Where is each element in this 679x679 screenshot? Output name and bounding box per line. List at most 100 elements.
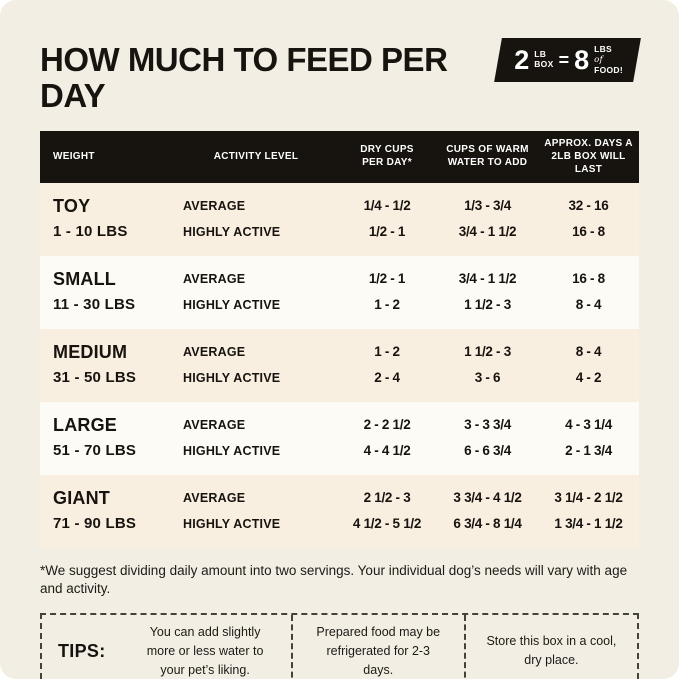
water-value: 3/4 - 1 1/2 bbox=[458, 223, 517, 239]
dry-cups-value: 1/4 - 1/2 bbox=[363, 197, 411, 213]
days-value: 8 - 4 bbox=[575, 343, 602, 359]
days-value: 4 - 3 1/4 bbox=[565, 416, 612, 432]
dry-cups-cell: 1 - 2 2 - 4 bbox=[337, 339, 437, 391]
weight-cell: MEDIUM 31 - 50 LBS bbox=[40, 339, 175, 391]
badge-box-unit-bottom: BOX bbox=[534, 59, 554, 70]
water-value: 6 3/4 - 8 1/4 bbox=[453, 515, 522, 531]
activity-cell: AVERAGE HIGHLY ACTIVE bbox=[175, 266, 337, 318]
water-value: 3 - 6 bbox=[474, 369, 501, 385]
feeding-table: WEIGHT ACTIVITY LEVEL DRY CUPS PER DAY* … bbox=[40, 130, 639, 548]
activity-level: HIGHLY ACTIVE bbox=[183, 516, 281, 531]
days-value: 32 - 16 bbox=[568, 197, 609, 213]
dry-cups-value: 1 - 2 bbox=[374, 343, 400, 359]
dry-cups-value: 1 - 2 bbox=[374, 296, 400, 312]
badge-box-qty: 2 bbox=[514, 44, 530, 75]
activity-cell: AVERAGE HIGHLY ACTIVE bbox=[175, 412, 337, 464]
activity-level: HIGHLY ACTIVE bbox=[183, 370, 281, 385]
dry-cups-value: 2 - 2 1/2 bbox=[363, 416, 411, 432]
water-cell: 3 - 3 3/4 6 - 6 3/4 bbox=[437, 412, 538, 464]
dry-cups-value: 2 - 4 bbox=[374, 369, 400, 385]
weight-name: LARGE bbox=[53, 414, 117, 435]
badge-lbs-text: LBS bbox=[594, 44, 613, 54]
dry-cups-cell: 1/2 - 1 1 - 2 bbox=[337, 266, 437, 318]
days-value: 1 3/4 - 1 1/2 bbox=[554, 515, 623, 531]
header-cell-weight: WEIGHT bbox=[53, 150, 95, 162]
weight-cell: SMALL 11 - 30 LBS bbox=[40, 266, 175, 318]
weight-range: 31 - 50 LBS bbox=[53, 368, 137, 386]
days-value: 2 - 1 3/4 bbox=[565, 442, 612, 458]
dry-cups-value: 4 - 4 1/2 bbox=[363, 442, 411, 458]
badge-food-unit: LBS of FOOD! bbox=[594, 44, 623, 75]
badge-food-unit-bottom: FOOD! bbox=[594, 64, 623, 75]
activity-level: AVERAGE bbox=[183, 417, 246, 432]
water-value: 3/4 - 1 1/2 bbox=[458, 270, 517, 286]
table-row: LARGE 51 - 70 LBS AVERAGE HIGHLY ACTIVE … bbox=[40, 401, 639, 475]
weight-name: MEDIUM bbox=[53, 341, 128, 362]
badge-box-unit-top: LB bbox=[534, 49, 547, 60]
water-value: 6 - 6 3/4 bbox=[464, 442, 511, 458]
activity-level: AVERAGE bbox=[183, 344, 246, 359]
weight-name: SMALL bbox=[53, 268, 116, 289]
days-cell: 16 - 8 8 - 4 bbox=[538, 266, 639, 318]
days-value: 3 1/4 - 2 1/2 bbox=[554, 489, 623, 505]
activity-level: AVERAGE bbox=[183, 490, 246, 505]
water-value: 1 1/2 - 3 bbox=[464, 296, 511, 312]
box-equivalence-badge: 2 LB BOX = 8 LBS of FOOD! bbox=[498, 38, 637, 82]
weight-range: 11 - 30 LBS bbox=[53, 295, 136, 313]
activity-level: AVERAGE bbox=[183, 198, 246, 213]
activity-level: HIGHLY ACTIVE bbox=[183, 224, 281, 239]
weight-range: 71 - 90 LBS bbox=[53, 514, 137, 532]
water-value: 3 - 3 3/4 bbox=[464, 416, 511, 432]
tip-item: Prepared food may be refrigerated for 2-… bbox=[290, 615, 464, 679]
table-row: TOY 1 - 10 LBS AVERAGE HIGHLY ACTIVE 1/4… bbox=[40, 182, 639, 256]
page-title: HOW MUCH TO FEED PER DAY bbox=[40, 41, 448, 115]
activity-cell: AVERAGE HIGHLY ACTIVE bbox=[175, 339, 337, 391]
table-header-row: WEIGHT ACTIVITY LEVEL DRY CUPS PER DAY* … bbox=[40, 130, 639, 183]
header-cell-water: CUPS OF WARM WATER TO ADD bbox=[446, 144, 529, 169]
water-value: 1 1/2 - 3 bbox=[464, 343, 511, 359]
badge-of-text: of bbox=[594, 54, 603, 65]
water-value: 1/3 - 3/4 bbox=[464, 197, 511, 213]
dry-cups-cell: 2 1/2 - 3 4 1/2 - 5 1/2 bbox=[337, 485, 437, 537]
page-header: HOW MUCH TO FEED PER DAY 2 LB BOX = 8 LB… bbox=[40, 36, 639, 115]
dry-cups-value: 1/2 - 1 bbox=[368, 270, 406, 286]
weight-name: TOY bbox=[53, 195, 91, 216]
header-cell-dry-cups: DRY CUPS PER DAY* bbox=[360, 144, 414, 169]
weight-range: 1 - 10 LBS bbox=[53, 222, 128, 240]
days-value: 16 - 8 bbox=[572, 223, 605, 239]
days-value: 16 - 8 bbox=[572, 270, 605, 286]
dry-cups-value: 4 1/2 - 5 1/2 bbox=[352, 515, 422, 531]
days-cell: 32 - 16 16 - 8 bbox=[538, 193, 639, 245]
dry-cups-value: 2 1/2 - 3 bbox=[363, 489, 411, 505]
badge-food-qty: 8 bbox=[574, 44, 590, 75]
tips-label: TIPS: bbox=[58, 640, 106, 661]
tip-item: Store this box in a cool, dry place. bbox=[463, 615, 637, 679]
footnote: *We suggest dividing daily amount into t… bbox=[40, 562, 628, 596]
table-row: GIANT 71 - 90 LBS AVERAGE HIGHLY ACTIVE … bbox=[40, 474, 639, 548]
tip-item: You can add slightly more or less water … bbox=[146, 625, 264, 677]
badge-equals: = bbox=[558, 49, 570, 70]
table-row: SMALL 11 - 30 LBS AVERAGE HIGHLY ACTIVE … bbox=[40, 255, 639, 329]
activity-level: HIGHLY ACTIVE bbox=[183, 443, 281, 458]
dry-cups-cell: 2 - 2 1/2 4 - 4 1/2 bbox=[337, 412, 437, 464]
days-cell: 8 - 4 4 - 2 bbox=[538, 339, 639, 391]
weight-range: 51 - 70 LBS bbox=[53, 441, 137, 459]
weight-cell: TOY 1 - 10 LBS bbox=[40, 193, 175, 245]
dry-cups-cell: 1/4 - 1/2 1/2 - 1 bbox=[337, 193, 437, 245]
water-value: 3 3/4 - 4 1/2 bbox=[453, 489, 522, 505]
activity-cell: AVERAGE HIGHLY ACTIVE bbox=[175, 193, 337, 245]
header-cell-activity: ACTIVITY LEVEL bbox=[213, 150, 299, 162]
activity-cell: AVERAGE HIGHLY ACTIVE bbox=[175, 485, 337, 537]
table-row: MEDIUM 31 - 50 LBS AVERAGE HIGHLY ACTIVE… bbox=[40, 328, 639, 402]
days-value: 8 - 4 bbox=[575, 296, 602, 312]
water-cell: 1/3 - 3/4 3/4 - 1 1/2 bbox=[437, 193, 538, 245]
days-cell: 3 1/4 - 2 1/2 1 3/4 - 1 1/2 bbox=[538, 485, 639, 537]
badge-food-unit-top: LBS of bbox=[594, 44, 623, 66]
days-cell: 4 - 3 1/4 2 - 1 3/4 bbox=[538, 412, 639, 464]
weight-name: GIANT bbox=[53, 487, 110, 508]
tips-box: TIPS: You can add slightly more or less … bbox=[40, 613, 639, 679]
activity-level: AVERAGE bbox=[183, 271, 246, 286]
header-cell-days: APPROX. DAYS A 2LB BOX WILL LAST bbox=[544, 137, 633, 175]
weight-cell: LARGE 51 - 70 LBS bbox=[40, 412, 175, 464]
